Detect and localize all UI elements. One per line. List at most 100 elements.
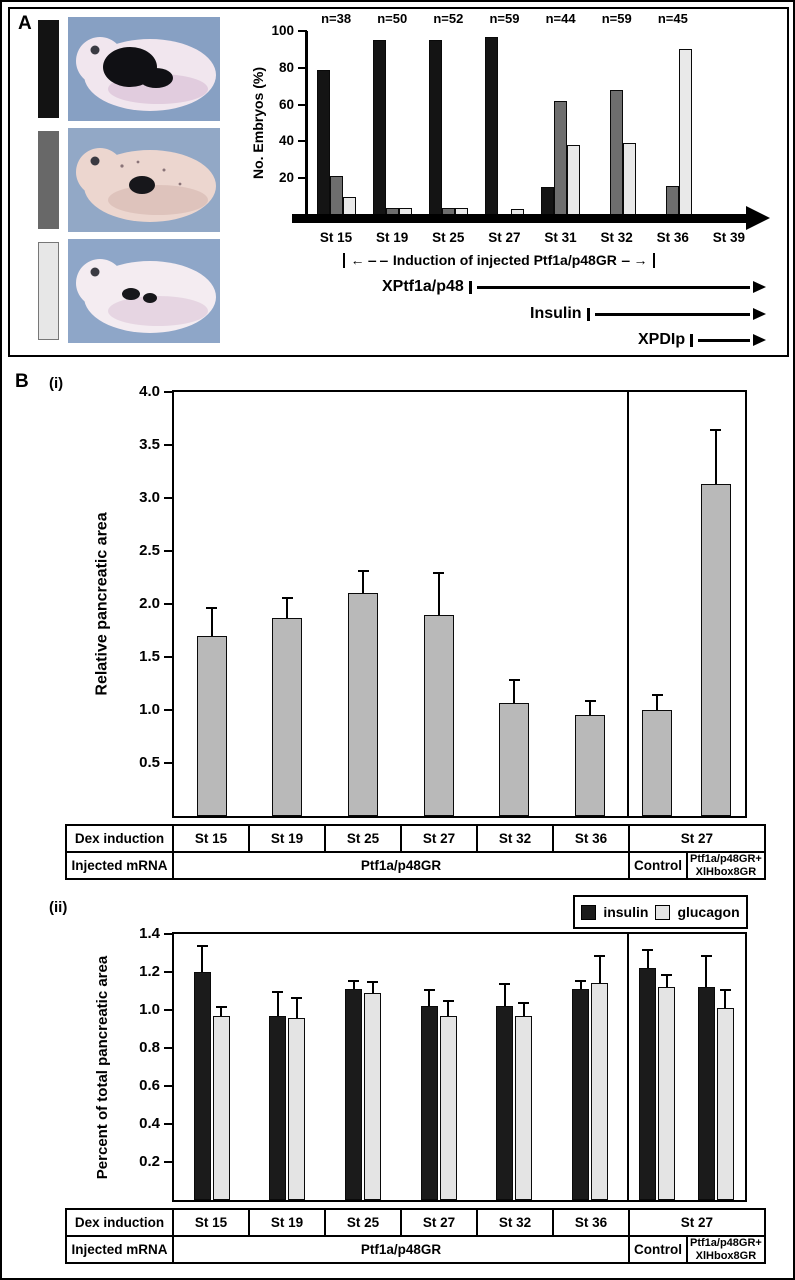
error-cap	[499, 983, 511, 986]
y-tick-label: 0.5	[139, 754, 160, 771]
bar-glucagon	[515, 1015, 533, 1200]
stage-cell: St 25	[324, 824, 402, 853]
bar-insulin	[496, 1006, 514, 1200]
error-cap	[423, 989, 435, 991]
left-dashed-arrow-icon: ← ‒ ‒	[350, 252, 388, 268]
error-whisker	[598, 956, 601, 984]
y-tick-label: 3.0	[139, 489, 160, 506]
error-whisker	[714, 431, 717, 485]
glucagon-legend-label: glucagon	[677, 904, 740, 920]
row-header-mrna: Injected mRNA	[65, 850, 174, 881]
error-cap	[651, 694, 663, 697]
y-tick-label: 60	[278, 96, 294, 112]
bar-value	[700, 484, 731, 816]
y-tick-label: 3.5	[139, 436, 160, 453]
error-whisker	[220, 1008, 223, 1016]
y-tick	[298, 140, 307, 143]
y-tick	[164, 444, 173, 446]
bar-weak-light	[679, 49, 693, 215]
black-key-bar	[38, 20, 59, 118]
error-whisker	[352, 981, 355, 990]
embryo-photo-strong-staining	[68, 17, 220, 121]
n-count-label: n=59	[601, 11, 632, 26]
error-cap	[196, 945, 208, 948]
bar-insulin	[420, 1006, 438, 1200]
error-cap	[367, 981, 379, 984]
y-tick	[164, 656, 173, 658]
error-cap	[272, 990, 284, 993]
y-tick	[164, 603, 173, 605]
y-tick-label: 0.6	[139, 1077, 160, 1094]
bar-glucagon	[591, 983, 609, 1200]
dex-induction-table-i: Dex induction St 15 St 19 St 25 St 27 St…	[65, 824, 766, 881]
y-tick	[164, 391, 173, 393]
error-whisker	[210, 609, 213, 636]
x-category-label: St 25	[432, 230, 465, 245]
bar-insulin	[639, 968, 657, 1200]
bar-glucagon	[212, 1015, 230, 1200]
embryo-photo-weak-staining	[68, 239, 220, 343]
row-header-dex: Dex induction	[65, 1208, 174, 1237]
bar-weak-light	[623, 143, 637, 215]
error-whisker	[447, 1002, 450, 1016]
y-tick-label: 0.4	[139, 1115, 160, 1132]
embryo-image-column	[38, 17, 220, 350]
mrna-combo-cell: Ptf1a/p48GR+ XlHbox8GR	[686, 850, 766, 881]
y-tick-label: 100	[271, 23, 294, 38]
error-whisker	[201, 947, 204, 972]
error-whisker	[579, 981, 582, 990]
y-tick-label: 1.0	[139, 701, 160, 718]
y-tick	[298, 66, 307, 69]
stage-cell: St 27	[400, 824, 478, 853]
error-cap	[661, 973, 673, 976]
bar-glucagon	[439, 1015, 457, 1200]
mrna-combo-cell: Ptf1a/p48GR+ XlHbox8GR	[686, 1234, 766, 1265]
error-cap	[710, 429, 722, 432]
stage-cell: St 27	[400, 1208, 478, 1237]
timeline-xpdip: XPDIp	[638, 331, 766, 349]
error-whisker	[522, 1004, 525, 1016]
mrna-control-cell: Control	[628, 850, 688, 881]
stage-cell-control-group: St 27	[628, 1208, 766, 1237]
bar-value	[272, 617, 303, 816]
bar-value	[642, 710, 673, 816]
chart-bi-y-axis-label: Relative pancreatic area	[94, 512, 111, 696]
y-tick	[164, 1047, 173, 1049]
error-cap	[357, 570, 369, 573]
bar-moderate-gray	[554, 100, 568, 215]
stage-cell: St 15	[172, 824, 250, 853]
error-cap	[215, 1006, 227, 1009]
y-tick-label: 2.0	[139, 595, 160, 612]
n-count-label: n=45	[657, 11, 688, 26]
error-cap	[508, 679, 520, 682]
bar-glucagon	[364, 992, 382, 1200]
y-tick-label: 4.0	[139, 383, 160, 400]
panel-b-sub-i-label: (i)	[49, 375, 64, 392]
y-tick	[164, 971, 173, 973]
legend: insulin glucagon	[573, 895, 748, 929]
y-tick-label: 1.5	[139, 648, 160, 665]
bar-strong-black	[316, 69, 330, 215]
x-category-label: St 36	[656, 230, 689, 245]
error-cap	[518, 1002, 530, 1005]
timeline-start-tick	[690, 333, 694, 347]
stage-cell: St 36	[552, 1208, 630, 1237]
y-tick-label: 1.0	[139, 1001, 160, 1018]
error-cap	[281, 596, 293, 599]
timeline-start-tick	[468, 280, 472, 294]
y-tick	[164, 762, 173, 764]
y-tick-label: 2.5	[139, 542, 160, 559]
panel-b-sub-ii-label: (ii)	[49, 899, 68, 916]
induction-label: Induction of injected Ptf1a/p48GR	[392, 252, 617, 268]
stage-cell: St 19	[248, 824, 326, 853]
y-tick	[164, 497, 173, 499]
error-whisker	[705, 956, 708, 988]
timeline-start-tick	[586, 307, 590, 321]
error-cap	[433, 572, 445, 575]
arrowhead-icon	[753, 281, 766, 293]
bar-insulin	[269, 1015, 287, 1200]
error-cap	[584, 699, 596, 702]
x-category-label: St 32	[600, 230, 633, 245]
error-cap	[700, 954, 712, 957]
embryo-percentage-bar-chart: 20 40 60 80 100 n=38 n=50 n=52 n=59 n=44 n=59 n=45 S…	[271, 11, 757, 245]
